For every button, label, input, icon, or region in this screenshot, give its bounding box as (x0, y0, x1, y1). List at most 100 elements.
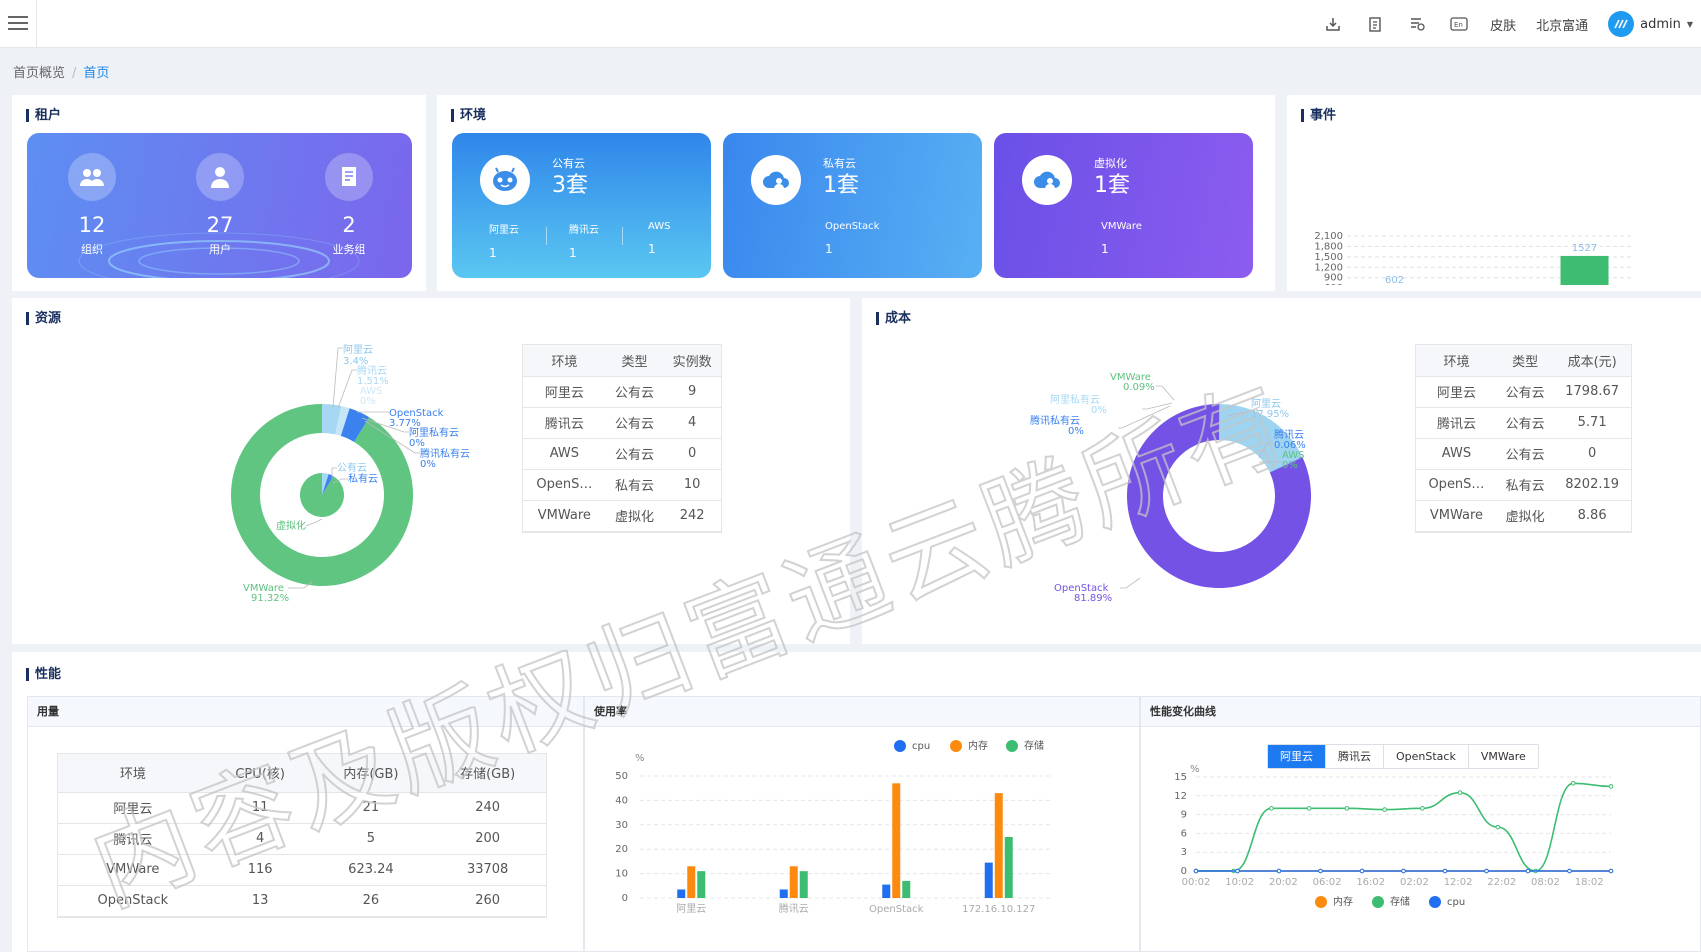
legend-label: cpu (1447, 897, 1465, 908)
legend-label: 存储 (1024, 739, 1044, 752)
cell: 9 (663, 376, 721, 408)
tab-tencent[interactable]: 腾讯云 (1326, 745, 1384, 768)
download-icon[interactable] (1312, 0, 1354, 48)
cell: 11 (207, 792, 313, 824)
env-public-title: 公有云 (552, 157, 585, 170)
label-line (331, 467, 337, 478)
tenant-card: 租户 12 组织 27 用户 2 业务组 (12, 95, 426, 291)
pie-label-aws: AWS (360, 386, 383, 397)
cell: 0 (1553, 438, 1631, 470)
point-cpu (1567, 868, 1572, 874)
col-cpu: CPU(核) (207, 754, 313, 793)
x-tick-label: 00:02 (1182, 877, 1211, 888)
env-virtualization[interactable]: 虚拟化 1套 VMWare 1 (994, 133, 1253, 278)
performance-title: 性能 (26, 668, 61, 681)
y-tick-label: 0 (1181, 866, 1187, 877)
x-tick-label: 172.16.10.127 (962, 904, 1035, 915)
pie-slice-腾讯云 (1269, 457, 1303, 473)
env-sub-name: VMWare (1101, 221, 1142, 232)
cell: 腾讯云 (58, 823, 208, 855)
tab-vmware[interactable]: VMWare (1468, 745, 1538, 768)
env-sub-name: OpenStack (825, 221, 880, 232)
task-list-icon[interactable] (1396, 0, 1438, 48)
top-divider (36, 0, 37, 48)
bar-内存 (994, 793, 1003, 898)
label-line (1258, 442, 1273, 459)
table-row: 阿里云 公有云 1798.67 (1416, 376, 1631, 408)
cell: 阿里云 (1416, 376, 1497, 408)
cell: 私有云 (605, 469, 664, 501)
bar-存储 (902, 880, 911, 898)
tab-openstack[interactable]: OpenStack (1384, 745, 1469, 768)
pie-label-alipriv-pct: 0% (1091, 405, 1107, 416)
robot-icon (480, 155, 530, 205)
table-header-row: 环境 类型 成本(元) (1416, 345, 1631, 377)
legend-label: cpu (912, 741, 930, 752)
col-mem: 内存(GB) (312, 754, 430, 793)
pie-label-aws-pct: 0% (1282, 460, 1298, 471)
trend-line-chart: % 0 3 6 9 12 15 00:02 10:02 20:02 06:02 16:02 02:02 1… (1174, 764, 1614, 908)
table-row: VMWare 虚拟化 242 (523, 500, 721, 532)
platform-decoration (78, 232, 360, 278)
rate-title: 使用率 (585, 697, 1139, 727)
cell: 5 (312, 823, 430, 855)
point-cpu (1401, 868, 1406, 874)
y-tick-label: 9 (1181, 810, 1187, 821)
cloud-user-icon (751, 155, 801, 205)
tab-aliyun[interactable]: 阿里云 (1268, 745, 1326, 768)
env-sub-value: 1 (1101, 242, 1109, 256)
env-private-cloud[interactable]: 私有云 1套 OpenStack 1 (723, 133, 982, 278)
point-cpu (1359, 868, 1365, 874)
tenant-org-label: 组织 (81, 243, 103, 256)
breadcrumb-root[interactable]: 首页概览 (13, 66, 66, 81)
skin-link[interactable]: 皮肤 (1490, 18, 1517, 34)
label-line (361, 417, 409, 433)
pie-label-in-public: 公有云 (337, 461, 367, 474)
bar-cpu (677, 889, 686, 898)
user-menu[interactable]: admin ▼ (1598, 11, 1701, 37)
env-sub-tencent: 腾讯云 1 (569, 221, 599, 260)
pie-slice-公有云 (322, 473, 329, 495)
cell: 4 (663, 407, 721, 439)
menu-toggle-icon[interactable] (6, 12, 30, 36)
y-tick-label: 2,100 (1314, 231, 1343, 242)
point-存储 (1420, 806, 1425, 811)
env-public-cloud[interactable]: 公有云 3套 阿里云 1 腾讯云 1 AWS 1 (452, 133, 711, 278)
env-sub-value: 1 (489, 246, 497, 260)
tenant-bizgroup-count: 2 (342, 213, 356, 237)
resource-pie-chart: 阿里云 3.4% 腾讯云 1.51% AWS 0% OpenStack 3.77… (231, 344, 470, 604)
events-title: 事件 (1301, 109, 1336, 122)
pie-label-in-private: 私有云 (348, 472, 378, 485)
user-icon (196, 153, 244, 201)
language-icon[interactable]: En (1438, 0, 1480, 48)
cell: 21 (312, 792, 430, 824)
x-tick-label: 18:02 (1575, 877, 1604, 888)
pie-slice-OpenStack (1127, 404, 1311, 588)
point-存储 (1495, 824, 1501, 830)
y-axis-unit: % (635, 753, 645, 764)
y-tick-label: 3 (1181, 847, 1187, 858)
table-row: AWS 公有云 0 (1416, 438, 1631, 470)
pie-label-alipriv: 阿里私有云 (409, 426, 459, 439)
label-line (1118, 405, 1171, 429)
cell: 私有云 (1496, 469, 1554, 501)
pie-slice-阿里云 (322, 404, 342, 435)
cell: 公有云 (605, 376, 664, 408)
point-存储 (1306, 806, 1312, 811)
bar-存储 (799, 871, 808, 898)
pie-label-vmware: VMWare (243, 583, 284, 594)
cloud-user-icon (1022, 155, 1072, 205)
clipboard-icon[interactable] (1354, 0, 1396, 48)
cell: VMWare (523, 500, 606, 532)
col-storage: 存储(GB) (429, 754, 546, 793)
pie-label-alipriv: 阿里私有云 (1050, 393, 1100, 406)
cell: 8202.19 (1553, 469, 1631, 501)
col-count: 实例数 (663, 345, 721, 377)
cell: 623.24 (312, 854, 430, 886)
events-card: 事件 03006009001,2001,5001,8002,100602阿里云2… (1287, 95, 1701, 291)
company-link[interactable]: 北京富通 (1536, 18, 1589, 34)
breadcrumb: 首页概览 / 首页 (13, 62, 109, 81)
breadcrumb-current: 首页 (83, 66, 110, 81)
trend-title: 性能变化曲线 (1141, 697, 1700, 727)
env-private-count: 1套 (823, 173, 859, 198)
